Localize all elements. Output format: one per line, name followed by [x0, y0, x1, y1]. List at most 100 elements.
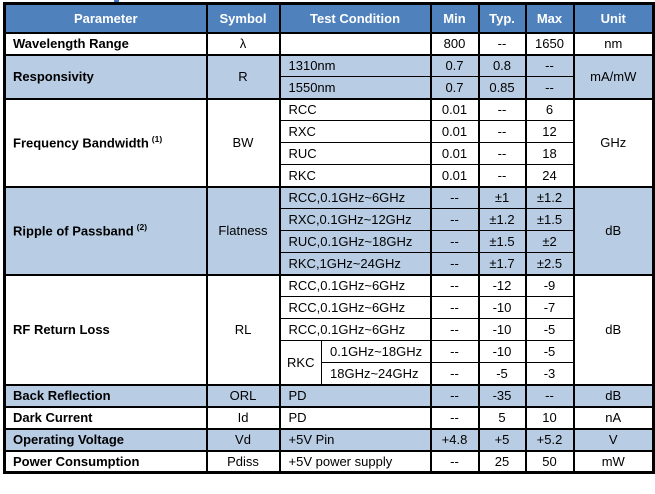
test-condition-cell: RXC — [278, 120, 432, 143]
table-row: RUC,0.1GHz~18GHz -- ±1.5 ±2 — [5, 230, 654, 253]
typ-cell: -- — [477, 97, 527, 121]
parameter-cell: Frequency Bandwidth (1) — [3, 97, 208, 187]
test-condition-cell: RCC,0.1GHz~6GHz — [278, 296, 432, 319]
typ-cell: +5 — [477, 427, 527, 451]
min-cell: -- — [429, 318, 480, 341]
unit-cell: dB — [572, 383, 655, 407]
max-cell: -5 — [524, 340, 575, 363]
test-condition-cell: +5V Pin — [278, 427, 432, 451]
symbol-cell: RL — [205, 273, 281, 385]
table-row: Power Consumption Pdiss +5V power supply --… — [3, 449, 655, 473]
typ-cell: 0.8 — [477, 53, 527, 77]
parameter-footnote-ref: (2) — [136, 222, 148, 233]
typ-cell: -- — [477, 142, 527, 165]
typ-cell: -5 — [477, 362, 527, 385]
max-cell: 24 — [524, 164, 575, 187]
typ-cell: -- — [477, 164, 527, 187]
min-cell: -- — [429, 383, 480, 407]
parameter-label: Ripple of Passband — [13, 223, 134, 239]
typ-cell: -35 — [477, 383, 527, 407]
parameter-label: Power Consumption — [13, 453, 140, 469]
max-cell: 10 — [524, 405, 575, 429]
header-row: Parameter Symbol Test Condition Min Typ.… — [3, 3, 655, 34]
table-row: Dark Current Id PD -- 5 10 nA — [3, 405, 655, 429]
symbol-cell: BW — [205, 97, 281, 187]
symbol-cell: Flatness — [205, 185, 281, 275]
min-cell: -- — [429, 449, 480, 473]
test-condition-cell: PD — [278, 405, 432, 429]
min-cell: 0.01 — [429, 97, 480, 121]
max-cell: -9 — [524, 273, 575, 297]
symbol-cell: Vd — [205, 427, 281, 451]
unit-cell: mW — [572, 449, 655, 473]
table-row: 18GHz~24GHz -- -5 -3 — [5, 362, 654, 385]
table-row: Back Reflection ORL PD -- -35 -- dB — [3, 383, 655, 407]
min-cell: -- — [429, 185, 480, 209]
max-cell: -7 — [524, 296, 575, 319]
unit-cell: mA/mW — [572, 53, 655, 99]
col-header-parameter: Parameter — [3, 3, 208, 34]
col-header-typ: Typ. — [477, 3, 527, 34]
test-condition-cell: PD — [278, 383, 432, 407]
typ-cell: ±1.2 — [477, 208, 527, 231]
test-condition-cell: +5V power supply — [278, 449, 432, 473]
parameter-cell: Wavelength Range — [3, 31, 208, 55]
max-cell: -5 — [524, 318, 575, 341]
table-row: RKC 0.1GHz~18GHz -- -10 -5 — [5, 340, 654, 385]
typ-cell: ±1 — [477, 185, 527, 209]
min-cell: -- — [429, 340, 480, 363]
symbol-cell: λ — [205, 31, 281, 55]
table-row: RCC,0.1GHz~6GHz -- -10 -7 — [5, 296, 654, 319]
spec-table: Parameter Symbol Test Condition Min Typ.… — [3, 2, 655, 474]
parameter-label: Wavelength Range — [13, 36, 129, 51]
typ-cell: -- — [477, 120, 527, 143]
min-cell: -- — [429, 208, 480, 231]
test-condition-cell: RUC — [278, 142, 432, 165]
test-condition-cell: RCC,0.1GHz~6GHz — [278, 185, 432, 209]
symbol-cell: Pdiss — [205, 449, 281, 473]
test-condition-cell: RCC — [278, 97, 432, 121]
unit-cell: V — [572, 427, 655, 451]
parameter-footnote-ref: (1) — [151, 134, 163, 145]
max-cell: -- — [524, 53, 575, 77]
unit-cell: nm — [572, 31, 655, 55]
table-row: Operating Voltage Vd +5V Pin +4.8 +5 +5.2 V — [3, 427, 655, 451]
min-cell: 0.01 — [429, 164, 480, 187]
max-cell: -- — [524, 383, 575, 407]
parameter-cell: Power Consumption — [3, 449, 208, 473]
max-cell: ±2 — [524, 230, 575, 253]
table-row: RKC,1GHz~24GHz -- ±1.7 ±2.5 — [5, 252, 654, 275]
typ-cell: -12 — [477, 273, 527, 297]
unit-cell: dB — [572, 185, 655, 275]
max-cell: 6 — [524, 97, 575, 121]
parameter-label: RF Return Loss — [13, 322, 110, 337]
symbol-cell: Id — [205, 405, 281, 429]
typ-cell: -10 — [477, 318, 527, 341]
table-body: Wavelength Range λ 800 -- 1650 nm Responsivity… — [3, 31, 655, 473]
table-row: Wavelength Range λ 800 -- 1650 nm — [3, 31, 655, 55]
max-cell: ±1.5 — [524, 208, 575, 231]
typ-cell: -10 — [477, 296, 527, 319]
test-condition-cell: RKC,1GHz~24GHz — [278, 252, 432, 275]
test-condition-sub-cell: 0.1GHz~18GHz — [321, 340, 432, 363]
cropped-text-artifact — [114, 0, 119, 3]
parameter-label: Frequency Bandwidth — [13, 135, 149, 151]
unit-cell: GHz — [572, 97, 655, 187]
table-row: 1550nm 0.7 0.85 -- — [5, 76, 654, 99]
typ-cell: 0.85 — [477, 76, 527, 99]
typ-cell: ±1.5 — [477, 230, 527, 253]
col-header-test-condition: Test Condition — [278, 3, 432, 34]
col-header-min: Min — [429, 3, 480, 34]
max-cell: ±1.2 — [524, 185, 575, 209]
test-condition-cell: 1310nm — [278, 53, 432, 77]
max-cell: +5.2 — [524, 427, 575, 451]
table-row: RUC 0.01 -- 18 — [5, 142, 654, 165]
min-cell: -- — [429, 230, 480, 253]
max-cell: ±2.5 — [524, 252, 575, 275]
test-condition-cell — [278, 31, 432, 55]
parameter-label: Responsivity — [13, 69, 94, 84]
max-cell: 12 — [524, 120, 575, 143]
symbol-cell: ORL — [205, 383, 281, 407]
table-row: Ripple of Passband (2) Flatness RCC,0.1GHz~… — [3, 185, 655, 275]
